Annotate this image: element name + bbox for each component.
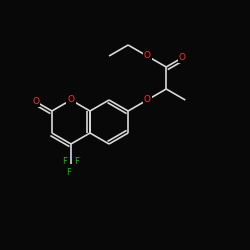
Text: F: F xyxy=(62,157,68,166)
Text: F: F xyxy=(74,157,80,166)
Text: O: O xyxy=(32,97,39,106)
Text: O: O xyxy=(144,52,151,60)
Text: O: O xyxy=(68,96,74,104)
Text: O: O xyxy=(144,96,151,104)
Text: F: F xyxy=(66,168,71,177)
Text: O: O xyxy=(179,53,186,62)
